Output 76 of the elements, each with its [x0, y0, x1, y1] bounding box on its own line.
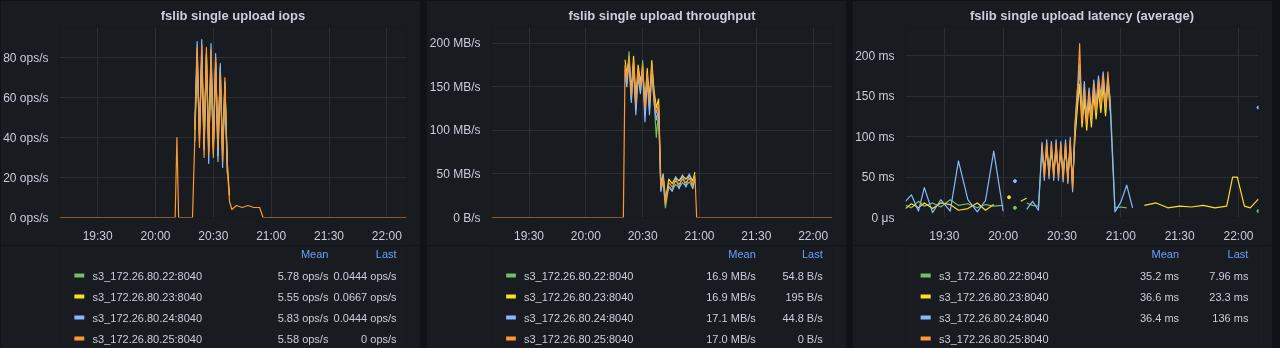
x-tick-label: 20:30	[627, 228, 659, 243]
text: 0.0667 ops/s	[333, 290, 398, 303]
legend-label: s3_172.26.80.22:8040	[523, 269, 634, 282]
y-tick-label: 150 ms	[855, 89, 895, 104]
text: 44.8 B/s	[782, 311, 824, 324]
text: Mean	[1151, 247, 1180, 260]
y-tick-label: 60 ops/s	[3, 90, 49, 105]
x-tick-label: 21:30	[1164, 228, 1195, 243]
x-tick-label: 21:30	[741, 228, 772, 243]
y-tick-label: 50 MB/s	[436, 166, 481, 181]
text: 7.96 ms	[1209, 269, 1249, 282]
text: 5.55 ops/s	[277, 290, 329, 303]
x-tick-label: 19:30	[929, 228, 960, 243]
legend-label: s3_172.26.80.24:8040	[523, 311, 634, 324]
legend-label: s3_172.26.80.22:8040	[92, 269, 203, 282]
text: Last	[801, 247, 823, 260]
legend-label: s3_172.26.80.24:8040	[92, 311, 203, 324]
chart-title: fslib single upload latency (average)	[970, 7, 1194, 23]
x-tick-label: 22:00	[798, 228, 829, 243]
legend-label: s3_172.26.80.23:8040	[523, 290, 634, 303]
x-tick-label: 21:00	[1105, 228, 1137, 243]
text: 17.1 MB/s	[706, 311, 757, 324]
chart-title: fslib single upload iops	[160, 7, 306, 23]
y-tick-label: 80 ops/s	[3, 50, 49, 65]
y-tick-label: 200 ms	[855, 48, 895, 63]
text: 136 ms	[1212, 311, 1249, 324]
legend-label: s3_172.26.80.25:8040	[523, 332, 634, 345]
x-tick-label: 20:30	[198, 228, 229, 243]
y-tick-label: 50 ms	[861, 170, 895, 185]
x-tick-label: 20:00	[140, 228, 171, 243]
legend-label: s3_172.26.80.24:8040	[939, 311, 1049, 324]
legend-label: s3_172.26.80.23:8040	[939, 290, 1049, 303]
text: Last	[1227, 247, 1249, 260]
text: 5.83 ops/s	[277, 311, 329, 324]
x-tick-label: 19:30	[514, 228, 545, 243]
text: 0 ops/s	[361, 332, 398, 345]
x-tick-label: 21:00	[256, 228, 287, 243]
y-tick-label: 100 MB/s	[429, 123, 481, 138]
text: Mean	[300, 247, 329, 260]
x-tick-label: 20:30	[1046, 228, 1078, 243]
x-tick-label: 19:30	[82, 228, 114, 243]
text: 54.8 B/s	[782, 269, 824, 282]
text: 36.4 ms	[1139, 311, 1180, 324]
text: 5.58 ops/s	[277, 332, 329, 345]
y-tick-label: 200 MB/s	[429, 36, 481, 51]
text: 23.3 ms	[1209, 290, 1249, 303]
text: Last	[375, 247, 397, 260]
x-tick-label: 20:00	[570, 228, 602, 243]
text: Mean	[728, 247, 756, 260]
y-tick-label: 0 ops/s	[9, 210, 49, 225]
text: 16.9 MB/s	[706, 269, 757, 282]
legend-label: s3_172.26.80.25:8040	[939, 332, 1049, 345]
text: 17.0 MB/s	[706, 332, 757, 345]
legend-label: s3_172.26.80.25:8040	[92, 332, 203, 345]
text: 0.0444 ops/s	[333, 269, 398, 282]
y-tick-label: 40 ops/s	[3, 130, 49, 145]
x-tick-label: 21:00	[684, 228, 715, 243]
y-tick-label: 0 μs	[871, 210, 895, 225]
text: 5.78 ops/s	[277, 269, 329, 282]
legend-label: s3_172.26.80.23:8040	[92, 290, 203, 303]
text: 0.0444 ops/s	[333, 311, 398, 324]
x-tick-label: 22:00	[1223, 228, 1254, 243]
text: 195 B/s	[785, 290, 824, 303]
text: 36.6 ms	[1139, 290, 1180, 303]
legend-label: s3_172.26.80.22:8040	[939, 269, 1049, 282]
text: 16.9 MB/s	[706, 290, 757, 303]
text: 35.2 ms	[1139, 269, 1180, 282]
y-tick-label: 100 ms	[855, 129, 895, 144]
text: 0 B/s	[797, 332, 824, 345]
chart-title: fslib single upload throughput	[568, 7, 757, 23]
x-tick-label: 21:30	[313, 228, 345, 243]
x-tick-label: 22:00	[371, 228, 403, 243]
y-tick-label: 20 ops/s	[3, 170, 49, 185]
y-tick-label: 150 MB/s	[429, 79, 481, 94]
y-tick-label: 0 B/s	[453, 210, 481, 225]
x-tick-label: 20:00	[988, 228, 1019, 243]
